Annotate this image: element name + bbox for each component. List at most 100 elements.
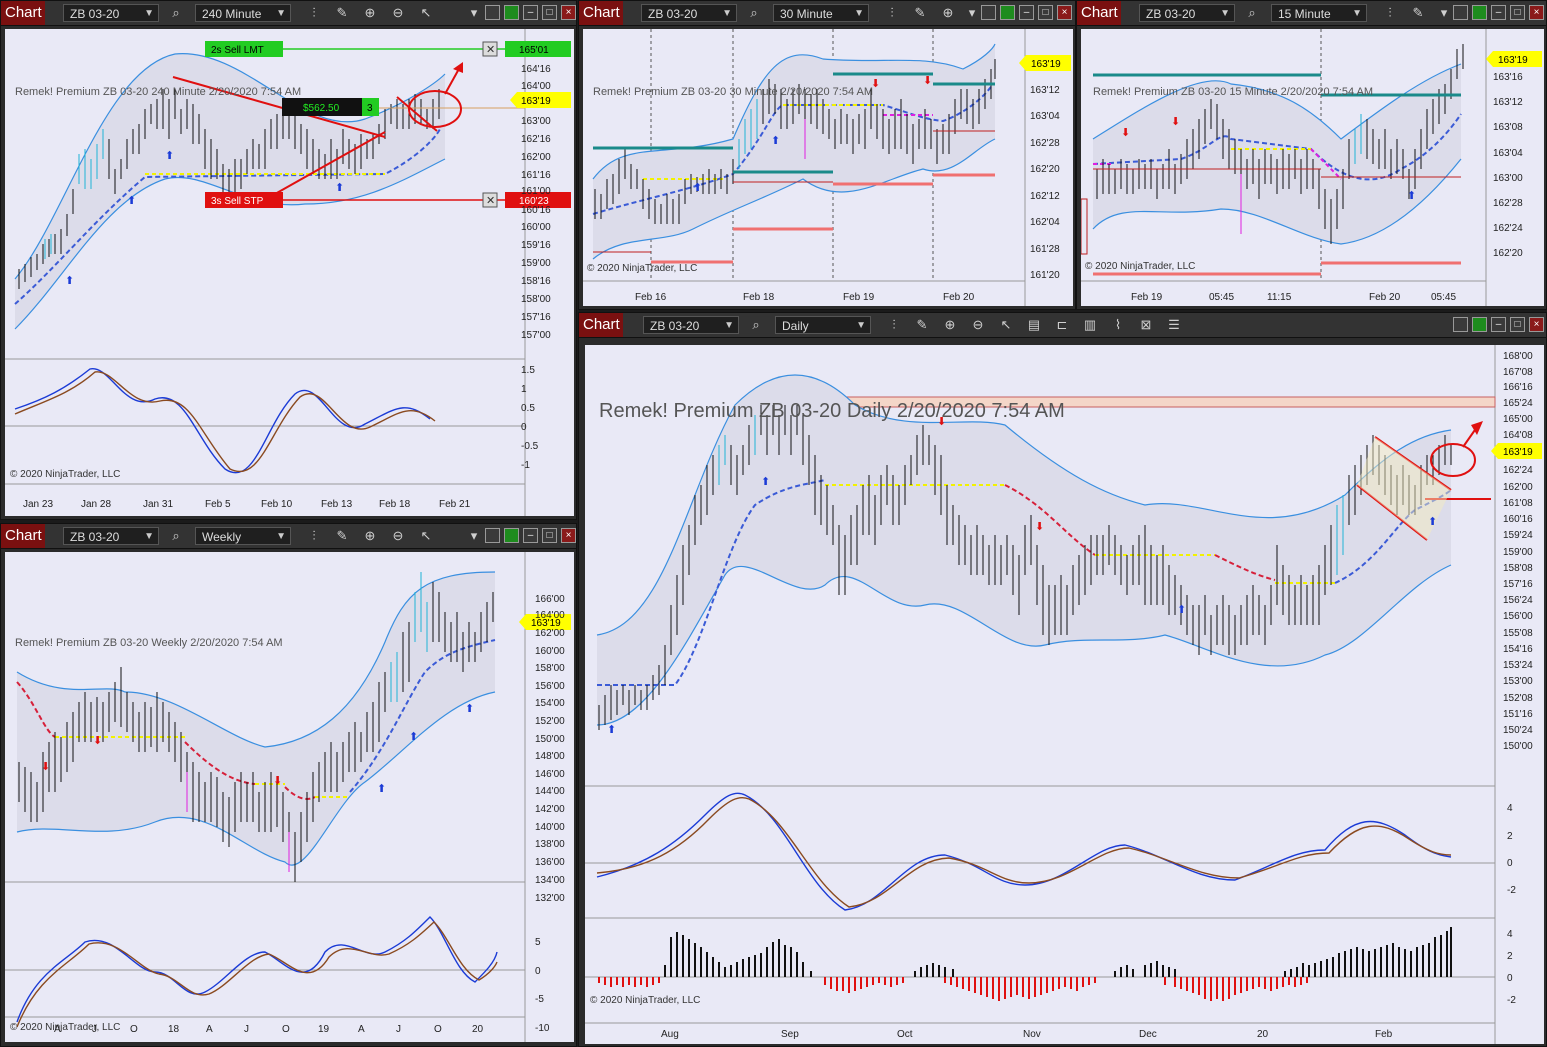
close-button[interactable]: × (1057, 5, 1072, 20)
oscillator-axis[interactable]: 4 2 0 -2 (1507, 803, 1516, 896)
chart-plot-area[interactable]: ⬆ ⬆ ⬆ ⬆ 2s Sell LMT 3s Sell STP ✕ ✕ 165'01 (5, 29, 574, 516)
drawing-tool-icon[interactable]: ✎ (336, 528, 348, 543)
histogram-axis[interactable]: 4 2 0 -2 (1507, 929, 1516, 1006)
chart-menu-button[interactable]: Chart (1, 524, 45, 548)
price-axis[interactable]: 163'16 163'12 163'08 163'04 163'00 162'2… (1493, 72, 1523, 259)
pointer-icon[interactable]: ↖ (420, 5, 432, 20)
drawing-tool-icon[interactable]: ✎ (914, 5, 926, 20)
chart-canvas[interactable]: ⬆ ⬆ ⬆ ⬆ 2s Sell LMT 3s Sell STP ✕ ✕ 165'01 (5, 29, 574, 516)
tile-button[interactable] (485, 5, 500, 20)
tile-button[interactable] (485, 528, 500, 543)
sell-stp-label[interactable]: 3s Sell STP (211, 196, 264, 207)
properties-icon[interactable]: ☰ (1168, 317, 1180, 332)
weekly-time-axis[interactable]: A J O 18 A J O 19 A J O 20 (0, 1017, 577, 1047)
tile-button[interactable] (1453, 317, 1468, 332)
drawing-tool-icon[interactable]: ✎ (336, 5, 348, 20)
drawing-tool-icon[interactable]: ✎ (916, 317, 928, 332)
interval-selector[interactable]: 15 Minute ▼ (1271, 4, 1367, 22)
bars-icon[interactable]: ⫶ (1388, 5, 1392, 20)
interval-selector[interactable]: Daily ▼ (775, 316, 871, 334)
oscillator-axis[interactable]: 5 0 -5 -10 (535, 937, 550, 1034)
time-axis[interactable]: Jan 23 Jan 28 Jan 31 Feb 5 Feb 10 Feb 13… (23, 499, 471, 510)
minimize-button[interactable]: – (1019, 5, 1034, 20)
chart-plot-area[interactable]: ⬆ ⬆ ⬇ ⬇ Remek! Premium ZB 03-20 30 Minute … (583, 29, 1073, 306)
chart-canvas[interactable]: ⬇ ⬇ ⬆ Remek! Premium ZB 03-20 15 Minute 2… (1081, 29, 1544, 306)
link-button[interactable] (1000, 5, 1015, 20)
search-icon[interactable]: ⌕ (172, 5, 180, 20)
zoom-out-icon[interactable]: ⊖ (972, 317, 984, 332)
interval-selector[interactable]: Weekly ▼ (195, 527, 291, 545)
time-axis[interactable]: Feb 16 Feb 18 Feb 19 Feb 20 (635, 292, 975, 303)
chart-canvas[interactable]: ⬆ ⬆ ⬆ ⬆ ⬇ ⬇ Remek! Premium ZB 03-20 Daily 2/… (585, 345, 1544, 1044)
instrument-selector[interactable]: ZB 03-20 ▼ (641, 4, 737, 22)
zoom-out-icon[interactable]: ⊖ (392, 5, 404, 20)
chart-canvas[interactable]: ⬆ ⬆ ⬇ ⬇ Remek! Premium ZB 03-20 30 Minute … (583, 29, 1073, 306)
minimize-button[interactable]: – (523, 5, 538, 20)
zoom-in-icon[interactable]: ⊕ (364, 528, 376, 543)
data-box-icon[interactable]: ▤ (1027, 317, 1041, 332)
position-pnl[interactable]: $562.50 (303, 103, 340, 114)
time-axis[interactable]: Aug Sep Oct Nov Dec 20 Feb (661, 1029, 1393, 1040)
tile-button[interactable] (981, 5, 996, 20)
maximize-button[interactable]: □ (1510, 5, 1525, 20)
zoom-in-icon[interactable]: ⊕ (942, 5, 954, 20)
price-axis[interactable]: 163'12 163'04 162'28 162'20 162'12 162'0… (1030, 85, 1060, 281)
search-icon[interactable]: ⌕ (1248, 5, 1256, 20)
close-button[interactable]: × (1529, 5, 1544, 20)
strategies-icon[interactable]: ⊠ (1140, 317, 1152, 332)
maximize-button[interactable]: □ (542, 5, 557, 20)
close-button[interactable]: × (561, 528, 576, 543)
link-button[interactable] (1472, 317, 1487, 332)
sell-lmt-label[interactable]: 2s Sell LMT (211, 45, 264, 56)
minimize-button[interactable]: – (523, 528, 538, 543)
link-button[interactable] (504, 528, 519, 543)
link-button[interactable] (1472, 5, 1487, 20)
pointer-icon[interactable]: ↖ (1000, 317, 1012, 332)
bar-spacing-icon[interactable]: ⊏ (1056, 317, 1068, 332)
instrument-selector[interactable]: ZB 03-20 ▼ (63, 4, 159, 22)
chart-plot-area[interactable]: ⬆ ⬆ ⬆ ⬆ ⬇ ⬇ Remek! Premium ZB 03-20 Daily 2/… (585, 345, 1544, 1044)
chart-canvas[interactable]: ⬇ ⬇ ⬇ ⬆ ⬆ ⬆ Remek! Premium ZB 03-20 Weekly 2… (5, 552, 574, 1042)
cancel-order-icon[interactable]: ✕ (486, 195, 495, 207)
chart-plot-area[interactable]: ⬇ ⬇ ⬇ ⬆ ⬆ ⬆ Remek! Premium ZB 03-20 Weekly 2… (5, 552, 574, 1042)
zoom-in-icon[interactable]: ⊕ (944, 317, 956, 332)
indicators-icon[interactable]: ⌇ (1114, 317, 1122, 332)
search-icon[interactable]: ⌕ (172, 528, 180, 543)
bars-icon[interactable]: ⫶ (890, 5, 894, 20)
drawing-tool-icon[interactable]: ✎ (1412, 5, 1424, 20)
chart-menu-button[interactable]: Chart (1, 1, 45, 25)
price-axis[interactable]: 168'00 167'08 166'16 165'24 165'00 164'0… (1503, 351, 1533, 752)
tile-button[interactable] (1453, 5, 1468, 20)
chevron-down-icon[interactable]: ▾ (470, 5, 478, 20)
time-axis[interactable]: Feb 19 05:45 11:15 Feb 20 05:45 (1131, 292, 1456, 303)
chevron-down-icon[interactable]: ▾ (968, 5, 976, 20)
bars-icon[interactable]: ⫶ (312, 528, 316, 543)
price-axis[interactable]: 166'00 164'00 162'00 160'00 158'00 156'0… (535, 594, 565, 904)
search-icon[interactable]: ⌕ (750, 5, 758, 20)
maximize-button[interactable]: □ (1038, 5, 1053, 20)
chevron-down-icon[interactable]: ▾ (1440, 5, 1448, 20)
pointer-icon[interactable]: ↖ (420, 528, 432, 543)
zoom-out-icon[interactable]: ⊖ (392, 528, 404, 543)
bars-icon[interactable]: ⫶ (892, 317, 896, 332)
chevron-down-icon[interactable]: ▾ (470, 528, 478, 543)
link-button[interactable] (504, 5, 519, 20)
cancel-order-icon[interactable]: ✕ (486, 44, 495, 56)
minimize-button[interactable]: – (1491, 5, 1506, 20)
chart-menu-button[interactable]: Chart (579, 1, 623, 25)
chart-menu-button[interactable]: Chart (579, 313, 623, 337)
chart-plot-area[interactable]: ⬇ ⬇ ⬆ Remek! Premium ZB 03-20 15 Minute 2… (1081, 29, 1544, 306)
minimize-button[interactable]: – (1491, 317, 1506, 332)
price-axis[interactable]: 164'16 164'00 163'00 162'16 162'00 161'1… (521, 64, 551, 341)
maximize-button[interactable]: □ (542, 528, 557, 543)
close-button[interactable]: × (1529, 317, 1544, 332)
interval-selector[interactable]: 30 Minute ▼ (773, 4, 869, 22)
close-button[interactable]: × (561, 5, 576, 20)
instrument-selector[interactable]: ZB 03-20 ▼ (1139, 4, 1235, 22)
chart-trader-icon[interactable]: ▥ (1083, 317, 1097, 332)
instrument-selector[interactable]: ZB 03-20 ▼ (643, 316, 739, 334)
chart-menu-button[interactable]: Chart (1077, 1, 1121, 25)
search-icon[interactable]: ⌕ (752, 317, 760, 332)
oscillator-axis[interactable]: 1.5 1 0.5 0 -0.5 -1 (521, 365, 539, 471)
maximize-button[interactable]: □ (1510, 317, 1525, 332)
